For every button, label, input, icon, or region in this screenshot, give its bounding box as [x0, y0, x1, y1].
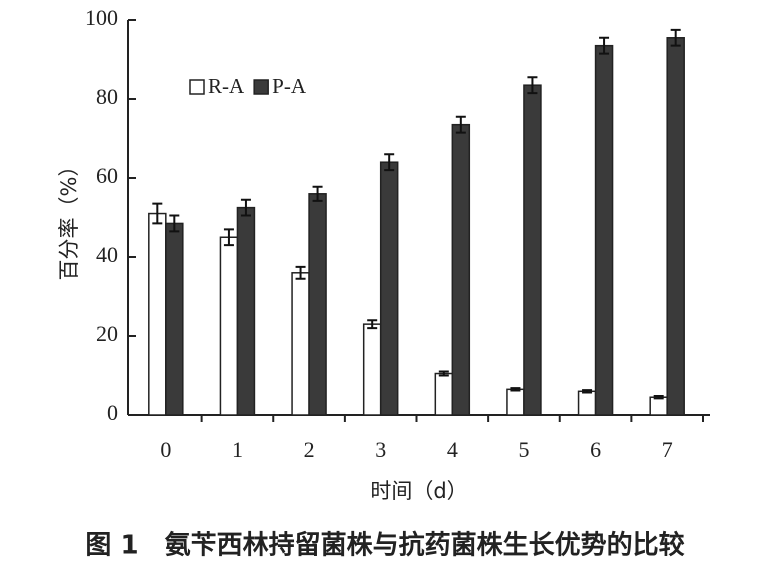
bar — [148, 212, 167, 416]
error-bar — [653, 395, 664, 400]
error-bar — [582, 389, 593, 394]
error-bar — [438, 370, 449, 377]
error-bar — [223, 228, 234, 247]
bar — [577, 390, 597, 416]
x-tick-label: 2 — [304, 437, 315, 462]
legend-swatch — [189, 79, 205, 95]
y-tick-label: 0 — [107, 400, 118, 425]
error-bar — [510, 387, 521, 392]
y-tick-label: 100 — [85, 5, 118, 30]
x-axis-label: 时间（d） — [370, 479, 467, 503]
x-tick-label: 0 — [160, 437, 171, 462]
x-tick-label: 4 — [447, 437, 458, 462]
caption: 图 1 氨苄西林持留菌株与抗药菌株生长优势的比较 — [85, 530, 684, 561]
x-tick-label: 3 — [375, 437, 386, 462]
error-bar — [599, 36, 610, 55]
error-bar — [384, 153, 395, 172]
legend-label: R-A — [208, 74, 245, 98]
bar — [379, 161, 399, 416]
y-tick-label: 40 — [96, 242, 118, 267]
y-tick-label: 20 — [96, 321, 118, 346]
bar — [362, 323, 382, 416]
legend-swatch — [253, 79, 269, 95]
y-tick-label: 60 — [96, 163, 118, 188]
error-bar — [455, 115, 466, 134]
bar — [291, 272, 310, 416]
error-bar — [152, 202, 163, 225]
x-tick-label: 6 — [590, 437, 601, 462]
error-bar — [670, 28, 681, 47]
y-tick-label: 80 — [96, 84, 118, 109]
bar — [451, 123, 471, 416]
bar — [308, 193, 327, 416]
bar — [649, 396, 668, 416]
error-bar — [367, 319, 378, 330]
y-axis-label: 百分率（%） — [57, 156, 81, 281]
bar — [165, 222, 184, 416]
legend-label: P-A — [272, 74, 307, 98]
error-bar — [240, 198, 251, 217]
bar — [523, 84, 542, 416]
bar — [506, 388, 525, 416]
x-tick-label: 5 — [518, 437, 529, 462]
bar — [236, 206, 256, 416]
error-bar — [295, 265, 306, 280]
bar — [666, 37, 685, 416]
error-bar — [169, 214, 180, 233]
bar — [219, 236, 239, 416]
x-tick-label: 1 — [232, 437, 243, 462]
error-bar — [527, 76, 538, 95]
bar — [594, 44, 614, 416]
error-bar — [312, 185, 323, 202]
x-tick-label: 7 — [662, 437, 673, 462]
bar — [434, 372, 454, 416]
